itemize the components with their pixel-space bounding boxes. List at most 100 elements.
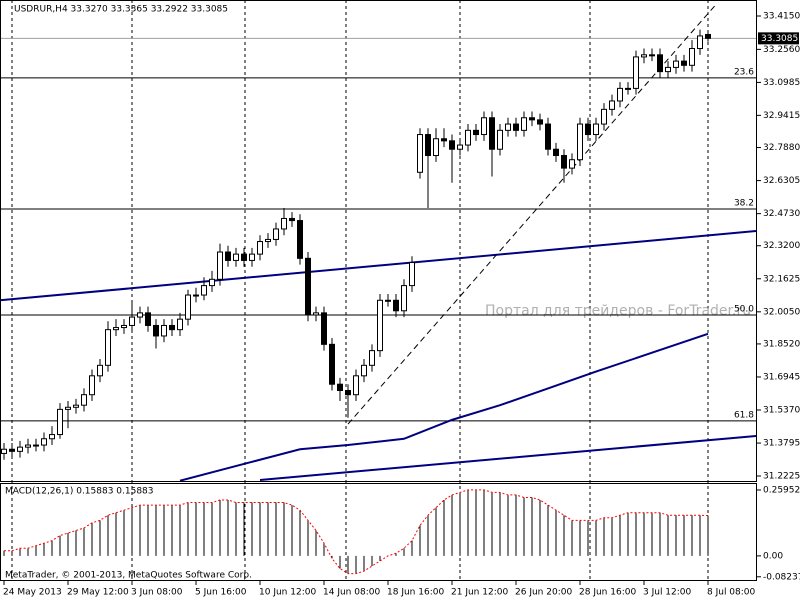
candle-body: [121, 324, 127, 329]
candle-body: [585, 123, 591, 136]
x-tick-label: 14 Jun 08:00: [323, 588, 380, 598]
candle-body: [273, 228, 279, 240]
candle-body: [569, 159, 575, 169]
candle-body: [113, 327, 119, 331]
trendline: [259, 434, 756, 481]
candle-body: [441, 138, 447, 142]
candle-body: [73, 404, 79, 408]
candle-body: [321, 312, 327, 345]
x-tick-label: 3 Jul 12:00: [643, 588, 692, 598]
candle-body: [1, 448, 7, 454]
candle-body: [665, 66, 671, 73]
candle-body: [689, 48, 695, 66]
candle-body: [225, 251, 231, 261]
y-tick-label: 32.9415: [763, 111, 800, 121]
candle-body: [497, 129, 503, 150]
candle-body: [521, 117, 527, 131]
candle-body: [97, 364, 103, 377]
fibo-label: 23.6: [734, 67, 754, 77]
candle-body: [201, 285, 207, 296]
candle-body: [385, 299, 391, 302]
y-tick-label: 32.3200: [763, 241, 800, 251]
candle-body: [209, 278, 215, 287]
axes: 33.4150 33.2560 33.0985 32.9415 32.7880 32.63…: [3, 12, 800, 598]
candle-body: [81, 394, 87, 406]
y-tick-label: 33.0985: [763, 78, 800, 88]
watermark: Портал для трейдеров - ForTrader.ru: [485, 303, 751, 319]
candle-body: [417, 134, 423, 173]
candle-body: [577, 123, 583, 161]
y-tick-label: 32.6305: [763, 176, 800, 186]
y-tick-label: 32.1625: [763, 274, 800, 284]
candle-body: [297, 220, 303, 259]
candle-body: [369, 350, 375, 366]
x-tick-label: 21 Jun 12:00: [451, 588, 508, 598]
current-price-box: [758, 32, 799, 45]
candle-body: [329, 343, 335, 385]
candle-body: [433, 138, 439, 157]
candle-body: [153, 324, 159, 337]
candle-body: [129, 316, 135, 326]
candle-body: [401, 285, 407, 312]
candle-body: [481, 117, 487, 136]
candle-body: [553, 148, 559, 157]
candle-body: [345, 389, 351, 396]
candle-body: [145, 312, 151, 326]
trendline: [347, 4, 717, 425]
candle-body: [177, 318, 183, 331]
y-tick-label: 31.6945: [763, 372, 800, 382]
candle-body: [513, 123, 519, 131]
candle-body: [217, 251, 223, 280]
candle-body: [649, 54, 655, 57]
candle-body: [169, 324, 175, 331]
candle-body: [161, 324, 167, 337]
candle-body: [601, 108, 607, 125]
candle-body: [193, 294, 199, 297]
candle-body: [537, 119, 543, 125]
candle-body: [505, 123, 511, 131]
candle-body: [265, 238, 271, 243]
candle-body: [241, 253, 247, 261]
candle-body: [705, 33, 711, 39]
moving-average: [179, 332, 709, 481]
fibo-label: 38.2: [734, 199, 754, 209]
y-tick-label: 32.4730: [763, 209, 800, 219]
y-tick-label: 31.3795: [763, 439, 800, 449]
x-tick-label: 28 Jun 16:00: [579, 588, 636, 598]
candle-body: [361, 364, 367, 377]
macd-tick-label: -0.08237: [763, 572, 800, 582]
candle-body: [17, 446, 23, 452]
candle-body: [305, 257, 311, 316]
y-tick-label: 32.7880: [763, 143, 800, 153]
candle-body: [57, 408, 63, 436]
y-tick-label: 32.0050: [763, 307, 800, 317]
y-tick-label: 31.2225: [763, 471, 800, 481]
candle-body: [89, 375, 95, 396]
candle-body: [185, 294, 191, 320]
candle-body: [425, 134, 431, 157]
y-tick-label: 33.4150: [763, 12, 800, 22]
candle-body: [449, 140, 455, 150]
candle-body: [657, 54, 663, 73]
candle-body: [457, 144, 463, 150]
candle-body: [33, 444, 39, 447]
macd-tick-label: 0.00: [763, 551, 783, 561]
macd-signal: [4, 489, 709, 575]
fibo-label: 61.8: [734, 410, 754, 420]
x-tick-label: 29 May 12:00: [67, 588, 129, 598]
macd-label: MACD(12,26,1) 0.15883 0.15883: [5, 487, 154, 497]
candle-body: [625, 87, 631, 90]
candle-body: [393, 299, 399, 312]
x-tick-label: 24 May 2013: [3, 588, 62, 598]
candle-body: [545, 123, 551, 150]
candle-body: [593, 123, 599, 136]
candle-body: [353, 375, 359, 396]
candle-body: [409, 262, 415, 287]
candle-body: [289, 217, 295, 222]
macd-plot: [3, 489, 709, 575]
candle-body: [697, 35, 703, 50]
x-tick-label: 10 Jun 12:00: [259, 588, 316, 598]
macd-tick-label: 0.25952: [763, 485, 800, 495]
